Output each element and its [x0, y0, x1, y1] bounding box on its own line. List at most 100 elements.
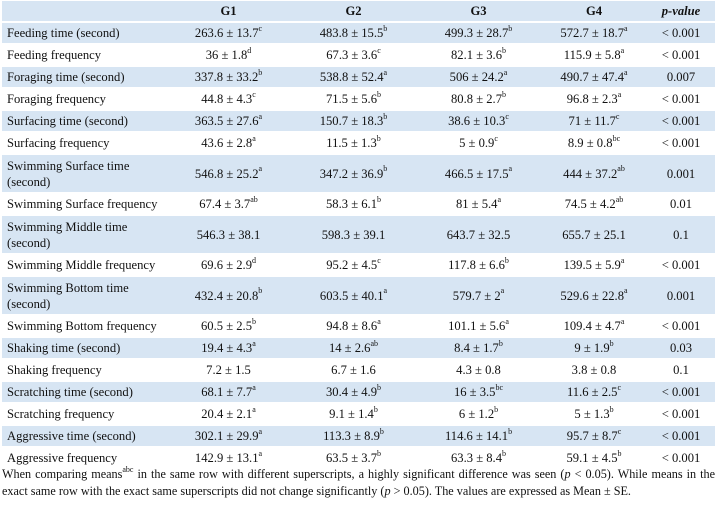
cell-g3-superscript: b [502, 449, 506, 458]
cell-p-value: < 0.001 [647, 110, 715, 132]
cell-g4-superscript: a [624, 286, 628, 295]
row-label: Scratching frequency [2, 403, 166, 425]
cell-g3-superscript: b [505, 256, 509, 265]
cell-g2-value: 483.8 ± 15.5 [320, 26, 384, 40]
cell-g2-value: 58.3 ± 6.1 [326, 197, 377, 211]
cell-g1: 69.6 ± 2.9d [166, 254, 291, 276]
cell-g4-value: 5 ± 1.3 [574, 407, 609, 421]
cell-g3-value: 6 ± 1.2 [459, 407, 494, 421]
cell-p-value: 0.001 [647, 276, 715, 315]
cell-g1-value: 69.6 ± 2.9 [201, 258, 252, 272]
cell-g4-value: 655.7 ± 25.1 [562, 228, 626, 242]
row-label: Swimming Surface time (second) [2, 154, 166, 193]
cell-g3-superscript: b [499, 339, 503, 348]
cell-g4-superscript: a [618, 90, 622, 99]
cell-g1: 60.5 ± 2.5b [166, 315, 291, 337]
row-label: Foraging frequency [2, 88, 166, 110]
cell-g4-superscript: b [610, 339, 614, 348]
cell-g1: 546.8 ± 25.2a [166, 154, 291, 193]
row-label: Surfacing time (second) [2, 110, 166, 132]
cell-g4-superscript: c [616, 112, 620, 121]
cell-g1-superscript: d [247, 46, 251, 55]
cell-p-value: < 0.001 [647, 22, 715, 44]
cell-g2: 14 ± 2.6ab [291, 337, 416, 359]
cell-g4-superscript: a [621, 256, 625, 265]
cell-g4-superscript: b [610, 405, 614, 414]
cell-g4-value: 572.7 ± 18.7 [560, 26, 624, 40]
cell-g3: 506 ± 24.2a [416, 66, 541, 88]
header-g1: G1 [166, 1, 291, 22]
table-row: Swimming Middle frequency 69.6 ± 2.9d 95.2… [2, 254, 715, 276]
cell-g3-value: 82.1 ± 3.6 [451, 48, 502, 62]
cell-g1-value: 337.8 ± 33.2 [195, 70, 259, 84]
cell-g4-value: 139.5 ± 5.9 [564, 258, 621, 272]
cell-g1-value: 302.1 ± 29.9 [195, 429, 259, 443]
cell-g1-value: 43.6 ± 2.8 [201, 136, 252, 150]
table-row: Scratching time (second) 68.1 ± 7.7a 30.4 … [2, 381, 715, 403]
row-label: Swimming Bottom time (second) [2, 276, 166, 315]
cell-g3-value: 5 ± 0.9 [459, 136, 494, 150]
cell-g3: 82.1 ± 3.6b [416, 44, 541, 66]
cell-g2-superscript: b [374, 405, 378, 414]
cell-g4-value: 8.9 ± 0.8 [568, 136, 613, 150]
cell-g4-superscript: a [621, 46, 625, 55]
cell-g4: 71 ± 11.7c [541, 110, 647, 132]
cell-g4-superscript: a [624, 24, 628, 33]
cell-g4-value: 71 ± 11.7 [569, 114, 616, 128]
cell-g2-value: 95.2 ± 4.5 [326, 258, 377, 272]
cell-g1: 68.1 ± 7.7a [166, 381, 291, 403]
cell-g2: 483.8 ± 15.5b [291, 22, 416, 44]
cell-g1-superscript: ab [250, 195, 258, 204]
row-label: Aggressive time (second) [2, 425, 166, 447]
cell-g3-superscript: b [508, 24, 512, 33]
cell-g3-value: 8.4 ± 1.7 [454, 341, 499, 355]
cell-g1: 19.4 ± 4.3a [166, 337, 291, 359]
cell-g4-value: 529.6 ± 22.8 [560, 289, 624, 303]
cell-g3: 5 ± 0.9c [416, 132, 541, 154]
cell-g4: 11.6 ± 2.5c [541, 381, 647, 403]
cell-g1-superscript: a [259, 449, 263, 458]
cell-g2-value: 14 ± 2.6 [329, 341, 371, 355]
cell-g4: 95.7 ± 8.7c [541, 425, 647, 447]
cell-g3-value: 81 ± 5.4 [456, 197, 498, 211]
cell-g3-value: 4.3 ± 0.8 [456, 363, 501, 377]
cell-g1: 36 ± 1.8d [166, 44, 291, 66]
cell-g1-superscript: d [252, 256, 256, 265]
cell-g2: 71.5 ± 5.6b [291, 88, 416, 110]
cell-g1-superscript: a [259, 427, 263, 436]
row-label: Feeding time (second) [2, 22, 166, 44]
cell-g1-superscript: b [258, 68, 262, 77]
cell-g1: 7.2 ± 1.5 [166, 359, 291, 381]
cell-g4-value: 3.8 ± 0.8 [572, 363, 617, 377]
cell-g3: 81 ± 5.4a [416, 193, 541, 215]
cell-g3-value: 506 ± 24.2 [450, 70, 504, 84]
cell-g3-value: 466.5 ± 17.5 [445, 167, 509, 181]
cell-p-value: < 0.001 [647, 381, 715, 403]
cell-g1: 44.8 ± 4.3c [166, 88, 291, 110]
cell-g4-value: 59.1 ± 4.5 [567, 451, 618, 465]
cell-g3-value: 499.3 ± 28.7 [445, 26, 509, 40]
footnote-text-4: > 0.05). The values are expressed as Mea… [391, 484, 631, 498]
cell-g1-value: 44.8 ± 4.3 [201, 92, 252, 106]
cell-g4-value: 115.9 ± 5.8 [564, 48, 621, 62]
cell-g1: 302.1 ± 29.9a [166, 425, 291, 447]
cell-g1: 363.5 ± 27.6a [166, 110, 291, 132]
cell-g1-superscript: b [252, 317, 256, 326]
row-label: Surfacing frequency [2, 132, 166, 154]
row-label: Shaking frequency [2, 359, 166, 381]
cell-g4-superscript: a [624, 68, 628, 77]
cell-g2: 538.8 ± 52.4a [291, 66, 416, 88]
cell-g4-value: 9 ± 1.9 [574, 341, 609, 355]
cell-g3: 117.8 ± 6.6b [416, 254, 541, 276]
cell-g1-value: 20.4 ± 2.1 [201, 407, 252, 421]
cell-g2: 94.8 ± 8.6a [291, 315, 416, 337]
table-row: Swimming Bottom time (second) 432.4 ± 20.… [2, 276, 715, 315]
cell-p-value: 0.03 [647, 337, 715, 359]
cell-g3: 6 ± 1.2b [416, 403, 541, 425]
cell-p-value: 0.01 [647, 193, 715, 215]
cell-g2-superscript: c [377, 256, 381, 265]
cell-g1-value: 67.4 ± 3.7 [199, 197, 250, 211]
cell-g1-value: 432.4 ± 20.8 [195, 289, 259, 303]
cell-g4: 96.8 ± 2.3a [541, 88, 647, 110]
cell-g2-value: 71.5 ± 5.6 [326, 92, 377, 106]
